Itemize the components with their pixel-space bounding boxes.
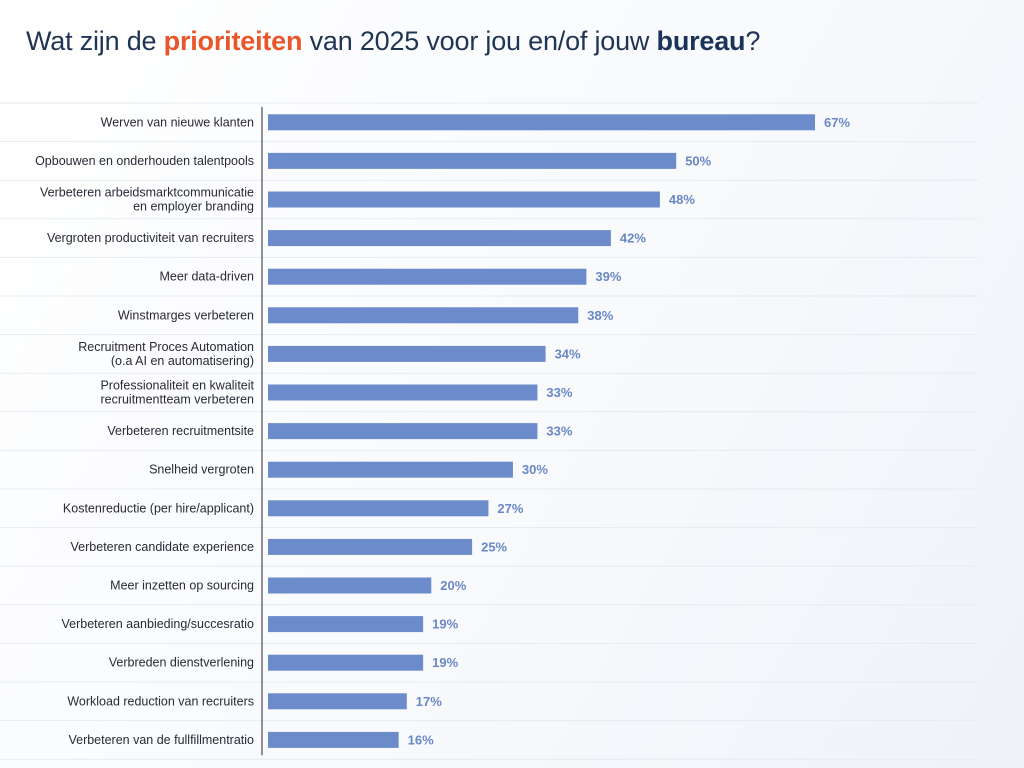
- category-label: Winstmarges verbeteren: [118, 308, 254, 322]
- page-title: Wat zijn de prioriteiten van 2025 voor j…: [26, 26, 760, 57]
- title-part-3: ?: [745, 26, 761, 56]
- category-label: Recruitment Proces Automation (o.a AI en …: [78, 340, 254, 368]
- value-label: 50%: [685, 153, 711, 168]
- category-label: Snelheid vergroten: [149, 463, 254, 477]
- bar: [268, 152, 677, 169]
- value-label: 20%: [440, 578, 466, 593]
- category-label: Verbeteren aanbieding/succesratio: [62, 617, 255, 631]
- value-label: 19%: [432, 655, 458, 670]
- bar: [268, 191, 660, 208]
- value-label: 39%: [595, 269, 621, 284]
- category-label: Werven van nieuwe klanten: [101, 115, 254, 129]
- value-label: 42%: [620, 231, 646, 246]
- category-label: Vergroten productiviteit van recruiters: [47, 231, 254, 245]
- category-label: Verbeteren arbeidsmarktcommunicatie en em…: [40, 186, 254, 214]
- category-label: Kostenreductie (per hire/applicant): [63, 501, 254, 515]
- value-label: 67%: [824, 115, 850, 130]
- bar: [268, 500, 489, 517]
- value-label: 33%: [546, 385, 572, 400]
- bar: [268, 384, 538, 401]
- bar: [268, 577, 432, 594]
- category-label: Workload reduction van recruiters: [67, 694, 254, 708]
- title-part-1: Wat zijn de: [26, 26, 164, 56]
- bar: [268, 461, 513, 478]
- value-label: 48%: [669, 192, 695, 207]
- category-label: Meer inzetten op sourcing: [110, 579, 254, 593]
- value-label: 19%: [432, 617, 458, 632]
- value-label: 27%: [497, 501, 523, 516]
- value-label: 30%: [522, 462, 548, 477]
- bar: [268, 616, 424, 633]
- bar: [268, 345, 546, 362]
- title-highlight-bureau: bureau: [656, 26, 746, 56]
- bar: [268, 307, 579, 324]
- category-label: Meer data-driven: [160, 270, 255, 284]
- bar: [268, 423, 538, 440]
- bar: [268, 114, 815, 131]
- value-label: 33%: [546, 424, 572, 439]
- category-label: Verbeteren recruitmentsite: [107, 424, 254, 438]
- title-highlight-prioriteiten: prioriteiten: [163, 26, 303, 56]
- value-label: 34%: [555, 346, 581, 361]
- category-label: Verbeteren candidate experience: [71, 540, 255, 554]
- title-part-2: van 2025 voor jou en/of jouw: [302, 26, 657, 56]
- bar: [268, 693, 407, 710]
- category-label: Professionaliteit en kwaliteit recruitmen…: [100, 379, 254, 407]
- bar: [268, 538, 473, 555]
- value-label: 25%: [481, 539, 507, 554]
- bar: [268, 731, 399, 748]
- category-label: Opbouwen en onderhouden talentpools: [35, 154, 254, 168]
- value-label: 38%: [587, 308, 613, 323]
- value-label: 17%: [416, 694, 442, 709]
- bar: [268, 654, 424, 671]
- category-label: Verbreden dienstverlening: [109, 656, 254, 670]
- category-label: Verbeteren van de fullfillmentratio: [68, 733, 254, 747]
- bar: [268, 230, 611, 247]
- value-label: 16%: [408, 732, 434, 747]
- bar: [268, 268, 587, 285]
